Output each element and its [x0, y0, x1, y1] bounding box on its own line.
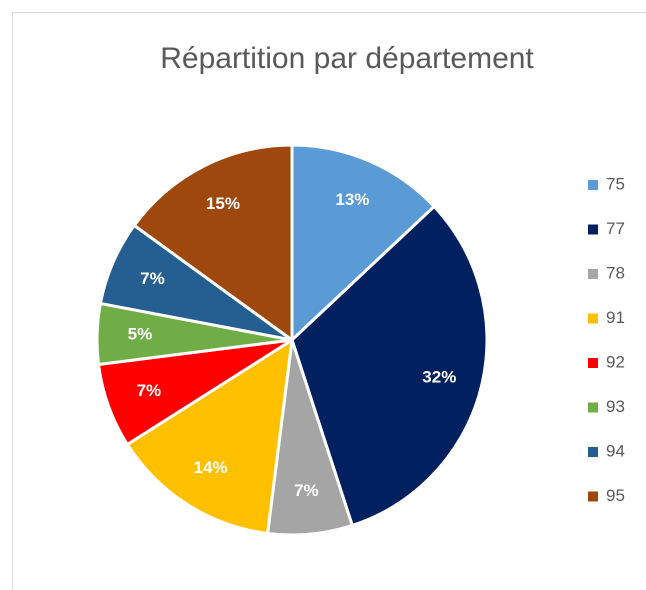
pie-slice — [125, 337, 294, 536]
chart-title: Répartition par département — [160, 42, 534, 75]
data-label: 7% — [294, 481, 319, 500]
legend-label: 91 — [606, 308, 625, 327]
legend-swatch — [588, 180, 598, 190]
pie-slice — [290, 143, 437, 344]
data-label: 32% — [422, 367, 456, 386]
data-label: 15% — [206, 194, 240, 213]
data-label: 13% — [335, 190, 369, 209]
legend-label: 95 — [606, 486, 625, 505]
legend-label: 77 — [606, 219, 625, 238]
data-label: 7% — [140, 269, 165, 288]
data-label: 5% — [128, 325, 153, 344]
legend-label: 94 — [606, 441, 625, 460]
data-label: 14% — [193, 458, 227, 477]
legend-label: 78 — [606, 263, 625, 282]
legend-swatch — [588, 313, 598, 324]
pie-slice — [290, 204, 489, 528]
legend-swatch — [588, 224, 598, 235]
legend-label: 75 — [606, 174, 625, 193]
legend-swatch — [588, 491, 598, 502]
legend-label: 92 — [606, 352, 625, 371]
legend-swatch — [588, 447, 598, 457]
legend-label: 93 — [606, 397, 625, 416]
pie-slice — [132, 143, 294, 343]
legend-swatch — [588, 402, 598, 413]
legend-swatch — [588, 358, 598, 368]
legend-swatch — [588, 269, 598, 279]
data-label: 7% — [137, 381, 162, 400]
